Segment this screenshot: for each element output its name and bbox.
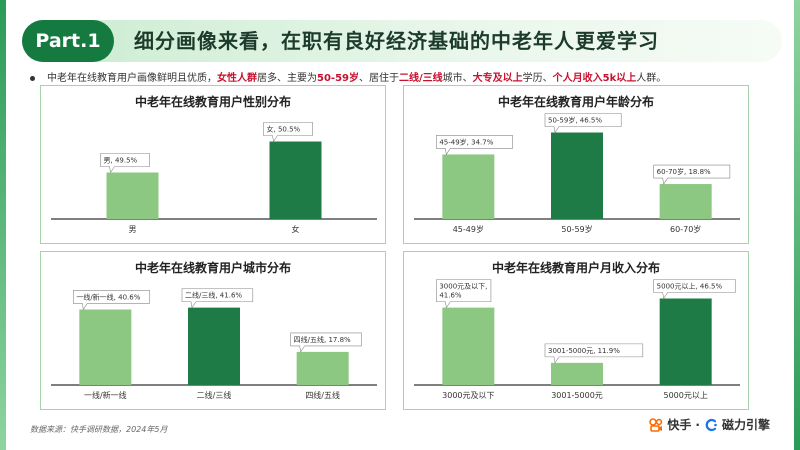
summary-highlight: 女性人群: [217, 73, 257, 84]
x-tick-label: 5000元以上: [663, 391, 707, 400]
x-tick-label: 60-70岁: [670, 224, 701, 234]
data-label: 一线/新一线, 40.6%: [73, 290, 150, 311]
income-chart-panel: 中老年在线教育用户月收入分布 3000元及以下, 41.6% 3000元及以下 300…: [403, 251, 749, 410]
summary-highlight: 大专及以上: [472, 73, 523, 84]
data-label: 45-49岁, 34.7%: [436, 135, 513, 156]
cili-logo-icon: [705, 418, 717, 431]
income-chart: 3000元及以下,41.6% 3000元及以下 3001-5000元, 11.9% 3…: [414, 279, 740, 400]
data-label-text: 四线/五线, 17.8%: [294, 335, 351, 344]
x-tick-label: 四线/五线: [305, 390, 340, 400]
kuaishou-logo-icon: [649, 417, 663, 432]
data-label-text: 女, 50.5%: [267, 125, 301, 134]
summary-part: 居多、主要为: [257, 73, 317, 84]
data-label-text: 男, 49.5%: [104, 157, 138, 165]
age-chart-panel: 中老年在线教育用户年龄分布 45-49岁, 34.7% 45-49岁 50-59岁,…: [403, 85, 749, 244]
data-label-text: 3001-5000元, 11.9%: [548, 347, 620, 355]
part-label: Part.1: [22, 20, 114, 62]
chart-title: 中老年在线教育用户月收入分布: [491, 261, 660, 275]
data-label: 女, 50.5%: [263, 122, 313, 143]
bar: [188, 307, 240, 385]
city-chart-panel: 中老年在线教育用户城市分布 一线/新一线, 40.6% 一线/新一线 二线/三线, …: [40, 251, 386, 410]
bar: [296, 351, 349, 385]
bar: [269, 141, 322, 219]
bar: [659, 298, 712, 385]
x-tick-label: 一线/新一线: [84, 390, 127, 400]
x-tick-label: 二线/三线: [197, 390, 232, 400]
summary-highlight: 个人月收入5k以上: [552, 73, 637, 84]
bar: [551, 362, 603, 385]
bar: [442, 154, 495, 219]
data-label: 四线/五线, 17.8%: [290, 332, 362, 353]
data-label: 50-59岁, 46.5%: [544, 113, 622, 134]
data-source: 数据来源：快手调研数据，2024年5月: [30, 425, 168, 434]
data-label-text: 二线/三线, 41.6%: [185, 291, 242, 300]
x-tick-label: 女: [292, 224, 300, 234]
page-title: 细分画像来看，在职有良好经济基础的中老年人更爱学习: [134, 29, 659, 53]
gender-chart-panel: 中老年在线教育用户性别分布 男, 49.5% 男 女, 50.5% 女: [40, 85, 386, 244]
age-chart: 45-49岁, 34.7% 45-49岁 50-59岁, 46.5% 50-59岁 60…: [414, 113, 740, 234]
kuaishou-logo-text: 快手: [667, 418, 692, 432]
summary-text: 中老年在线教育用户画像鲜明且优质，女性人群居多、主要为50-59岁、居住于二线/…: [30, 69, 780, 84]
data-label: 男, 49.5%: [100, 153, 150, 174]
summary-highlight: 50-59岁: [317, 73, 359, 84]
x-tick-label: 3001-5000元: [551, 391, 603, 400]
bar: [659, 184, 712, 219]
cili-logo-text: 磁力引擎: [721, 418, 770, 432]
summary-part: 人群。: [636, 73, 667, 84]
x-tick-label: 45-49岁: [453, 224, 484, 234]
bullet-icon: [30, 75, 35, 81]
data-label: 5000元以上, 46.5%: [653, 279, 736, 300]
chart-title: 中老年在线教育用户年龄分布: [497, 95, 654, 109]
bar: [551, 132, 603, 219]
left-accent-bar: [0, 0, 6, 450]
chart-title: 中老年在线教育用户性别分布: [134, 95, 291, 109]
x-tick-label: 男: [129, 225, 137, 234]
data-label-text: 50-59岁, 46.5%: [548, 116, 602, 125]
bar: [106, 172, 159, 219]
data-label: 60-70岁, 18.8%: [653, 164, 731, 185]
right-accent-bar: [794, 0, 800, 450]
summary-part: 城市、: [442, 73, 473, 84]
data-label-text: 41.6%: [439, 292, 462, 300]
data-label: 二线/三线, 41.6%: [181, 288, 254, 309]
x-tick-label: 50-59岁: [561, 224, 592, 234]
data-label-text: 60-70岁, 18.8%: [657, 167, 711, 176]
bar: [79, 309, 132, 385]
gender-chart: 男, 49.5% 男 女, 50.5% 女: [51, 122, 377, 234]
data-label-text: 45-49岁, 34.7%: [439, 137, 493, 146]
data-label-text: 3000元及以下,: [439, 283, 487, 291]
data-label: 3001-5000元, 11.9%: [544, 343, 644, 364]
data-label: 3000元及以下,41.6%: [436, 279, 492, 309]
chart-title: 中老年在线教育用户城市分布: [134, 261, 291, 275]
bar: [442, 307, 495, 385]
summary-highlight: 二线/三线: [398, 73, 443, 84]
logo-separator: ·: [695, 417, 700, 432]
x-tick-label: 3000元及以下: [442, 391, 494, 400]
summary-part: 中老年在线教育用户画像鲜明且优质，: [47, 73, 217, 84]
brand-logos: 快手 · 磁力引擎: [649, 416, 770, 433]
data-label-text: 一线/新一线, 40.6%: [76, 292, 140, 301]
summary-part: 、居住于: [358, 73, 399, 84]
data-label-text: 5000元以上, 46.5%: [657, 282, 723, 291]
header-banner: Part.1 细分画像来看，在职有良好经济基础的中老年人更爱学习: [22, 20, 782, 62]
city-chart: 一线/新一线, 40.6% 一线/新一线 二线/三线, 41.6% 二线/三线 四线/五…: [51, 288, 377, 400]
summary-part: 学历、: [522, 73, 553, 84]
